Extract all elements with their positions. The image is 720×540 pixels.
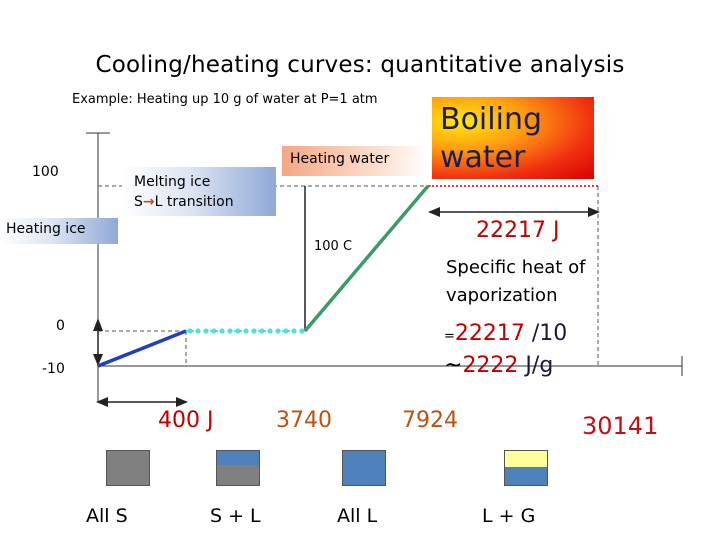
legend-lg-top (505, 451, 547, 467)
y-label-minus10: -10 (42, 361, 65, 377)
approx-sign: ~ (444, 353, 463, 378)
calc-line-1: =22217 /10 (444, 318, 567, 353)
heating-water-box: Heating water (282, 146, 430, 176)
calc-line-2: ~2222 J/g (444, 350, 553, 382)
boiling-water-label: Boiling water (440, 102, 542, 175)
heat-value-7924: 7924 (402, 408, 458, 433)
melting-ice-box: Melting ice S→L transition (122, 167, 276, 216)
legend-all-liquid-swatch (342, 450, 386, 486)
vap-arrow-right-head (588, 207, 600, 217)
melting-segment-dots (187, 328, 305, 334)
specific-heat-label: Specific heat of vaporization (446, 257, 586, 306)
liquid-transition-label: L transition (154, 194, 234, 210)
boiling-water-box: Boiling water (432, 97, 594, 179)
heating-ice-box: Heating ice (0, 218, 118, 244)
arrow-up-head (93, 318, 103, 331)
legend-sl-top (217, 451, 259, 465)
solid-label: S (134, 194, 143, 210)
phase-transition-label: S→L transition (134, 192, 276, 212)
legend-label-s-l: S + L (210, 505, 261, 527)
legend-label-l-g: L + G (482, 505, 536, 527)
subtitle: Example: Heating up 10 g of water at P=1… (72, 92, 378, 107)
calc-numerator: 22217 (454, 321, 525, 346)
page-title: Cooling/heating curves: quantitative ana… (95, 52, 625, 78)
y-label-0: 0 (56, 318, 65, 334)
heat-value-30141: 30141 (582, 412, 659, 440)
heat-value-3740: 3740 (276, 408, 332, 433)
heat-value-400: 400 J (158, 408, 214, 433)
legend-liquid-gas-swatch (504, 450, 548, 486)
heat-arrow-left-head (96, 397, 108, 407)
melting-ice-label: Melting ice (134, 174, 211, 190)
arrow-right-icon: → (142, 194, 155, 210)
legend-sl-bottom (217, 465, 259, 485)
y-label-100: 100 (32, 164, 59, 180)
vap-arrow-left-head (428, 207, 440, 217)
vaporization-heat-label: 22217 J (476, 218, 560, 243)
legend-all-solid-swatch (106, 450, 150, 486)
approx-value: 2222 (462, 353, 519, 378)
approx-unit: J/g (518, 353, 554, 378)
heating-water-segment (303, 184, 430, 333)
temp-100c-label: 100 C (314, 239, 353, 254)
legend-solid-liquid-swatch (216, 450, 260, 486)
heat-arrow-right-head (176, 397, 188, 407)
arrow-down-head (93, 354, 103, 366)
legend-lg-bottom (505, 467, 547, 485)
calc-divisor: /10 (524, 321, 568, 346)
legend-label-all-l: All L (337, 505, 378, 527)
heating-ice-segment (97, 329, 187, 368)
calc-equals: = (444, 329, 455, 344)
legend-label-all-s: All S (86, 505, 128, 527)
